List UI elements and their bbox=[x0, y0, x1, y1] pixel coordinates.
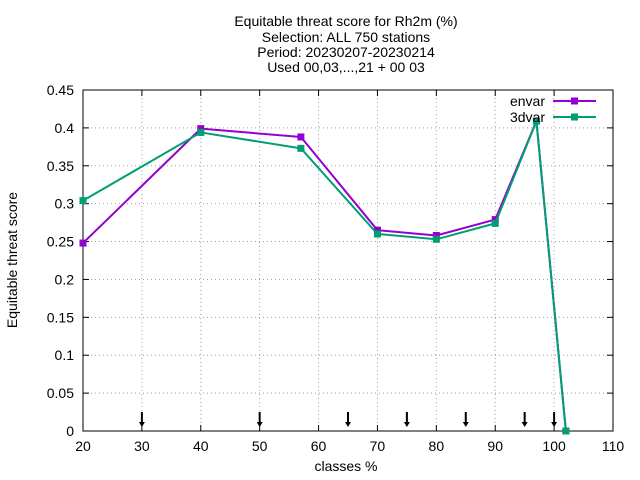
class-marker-arrowhead bbox=[521, 422, 528, 427]
y-tick-label: 0.25 bbox=[47, 234, 74, 250]
y-tick-label: 0.45 bbox=[47, 82, 74, 98]
series-point-envar bbox=[432, 231, 440, 239]
series-point-3dvar bbox=[373, 230, 381, 238]
x-tick-label: 50 bbox=[252, 438, 268, 454]
series-point-envar bbox=[79, 239, 87, 247]
x-axis-label: classes % bbox=[314, 458, 377, 474]
series-point-3dvar bbox=[297, 144, 305, 152]
series-group bbox=[79, 117, 570, 435]
legend-swatch-marker bbox=[571, 113, 578, 121]
series-point-3dvar bbox=[491, 219, 499, 227]
chart-title: Equitable threat score for Rh2m (%) Sele… bbox=[234, 13, 457, 75]
series-point-3dvar bbox=[532, 117, 540, 125]
class-markers bbox=[138, 412, 558, 427]
series-point-envar bbox=[491, 216, 499, 224]
y-tick-label: 0 bbox=[66, 423, 74, 439]
grid bbox=[83, 90, 613, 431]
y-tick-label: 0.2 bbox=[55, 271, 75, 287]
x-tick-label: 100 bbox=[542, 438, 566, 454]
series-point-3dvar bbox=[197, 128, 205, 136]
axis-ticks bbox=[82, 89, 614, 432]
x-tick-label: 60 bbox=[311, 438, 327, 454]
x-tick-labels: 20 30 40 50 60 70 80 90 100 110 bbox=[75, 438, 624, 454]
legend-label: envar bbox=[510, 93, 545, 109]
series-line-3dvar bbox=[82, 120, 567, 432]
class-marker-arrowhead bbox=[462, 422, 469, 427]
y-axis-label: Equitable threat score bbox=[4, 192, 20, 328]
legend-swatch-marker bbox=[571, 97, 578, 105]
class-marker-arrowhead bbox=[345, 422, 351, 427]
series-line-envar bbox=[82, 120, 567, 432]
series-point-3dvar bbox=[79, 197, 87, 205]
x-tick-label: 30 bbox=[134, 438, 150, 454]
series-point-envar bbox=[297, 133, 305, 141]
x-tick-label: 80 bbox=[429, 438, 445, 454]
plot-frame bbox=[82, 89, 614, 432]
legend-label: 3dvar bbox=[510, 109, 545, 125]
title-line-3: Period: 20230207-20230214 bbox=[257, 44, 435, 60]
y-tick-label: 0.35 bbox=[47, 158, 74, 174]
x-tick-label: 110 bbox=[602, 438, 625, 454]
class-marker-arrowhead bbox=[256, 422, 263, 427]
series-point-3dvar bbox=[562, 427, 570, 435]
y-tick-label: 0.1 bbox=[55, 347, 75, 363]
title-line-2: Selection: ALL 750 stations bbox=[262, 29, 430, 45]
series-point-envar bbox=[197, 125, 205, 133]
title-line-1: Equitable threat score for Rh2m (%) bbox=[234, 13, 457, 29]
series-point-envar bbox=[373, 226, 381, 234]
y-tick-labels: 0 0.05 0.1 0.15 0.2 0.25 0.3 0.35 0.4 0.45 bbox=[47, 82, 74, 439]
class-marker-arrowhead bbox=[403, 422, 410, 427]
y-tick-label: 0.15 bbox=[47, 309, 74, 325]
class-marker-arrowhead bbox=[551, 422, 558, 427]
x-tick-label: 90 bbox=[487, 438, 503, 454]
title-line-4: Used 00,03,...,21 + 00 03 bbox=[267, 59, 425, 75]
x-tick-label: 20 bbox=[75, 438, 91, 454]
y-tick-label: 0.4 bbox=[55, 120, 75, 136]
class-marker-arrowhead bbox=[138, 422, 145, 427]
series-point-3dvar bbox=[432, 235, 440, 243]
x-tick-label: 40 bbox=[193, 438, 209, 454]
y-tick-label: 0.05 bbox=[47, 385, 74, 401]
x-tick-label: 70 bbox=[370, 438, 386, 454]
y-tick-label: 0.3 bbox=[55, 196, 75, 212]
